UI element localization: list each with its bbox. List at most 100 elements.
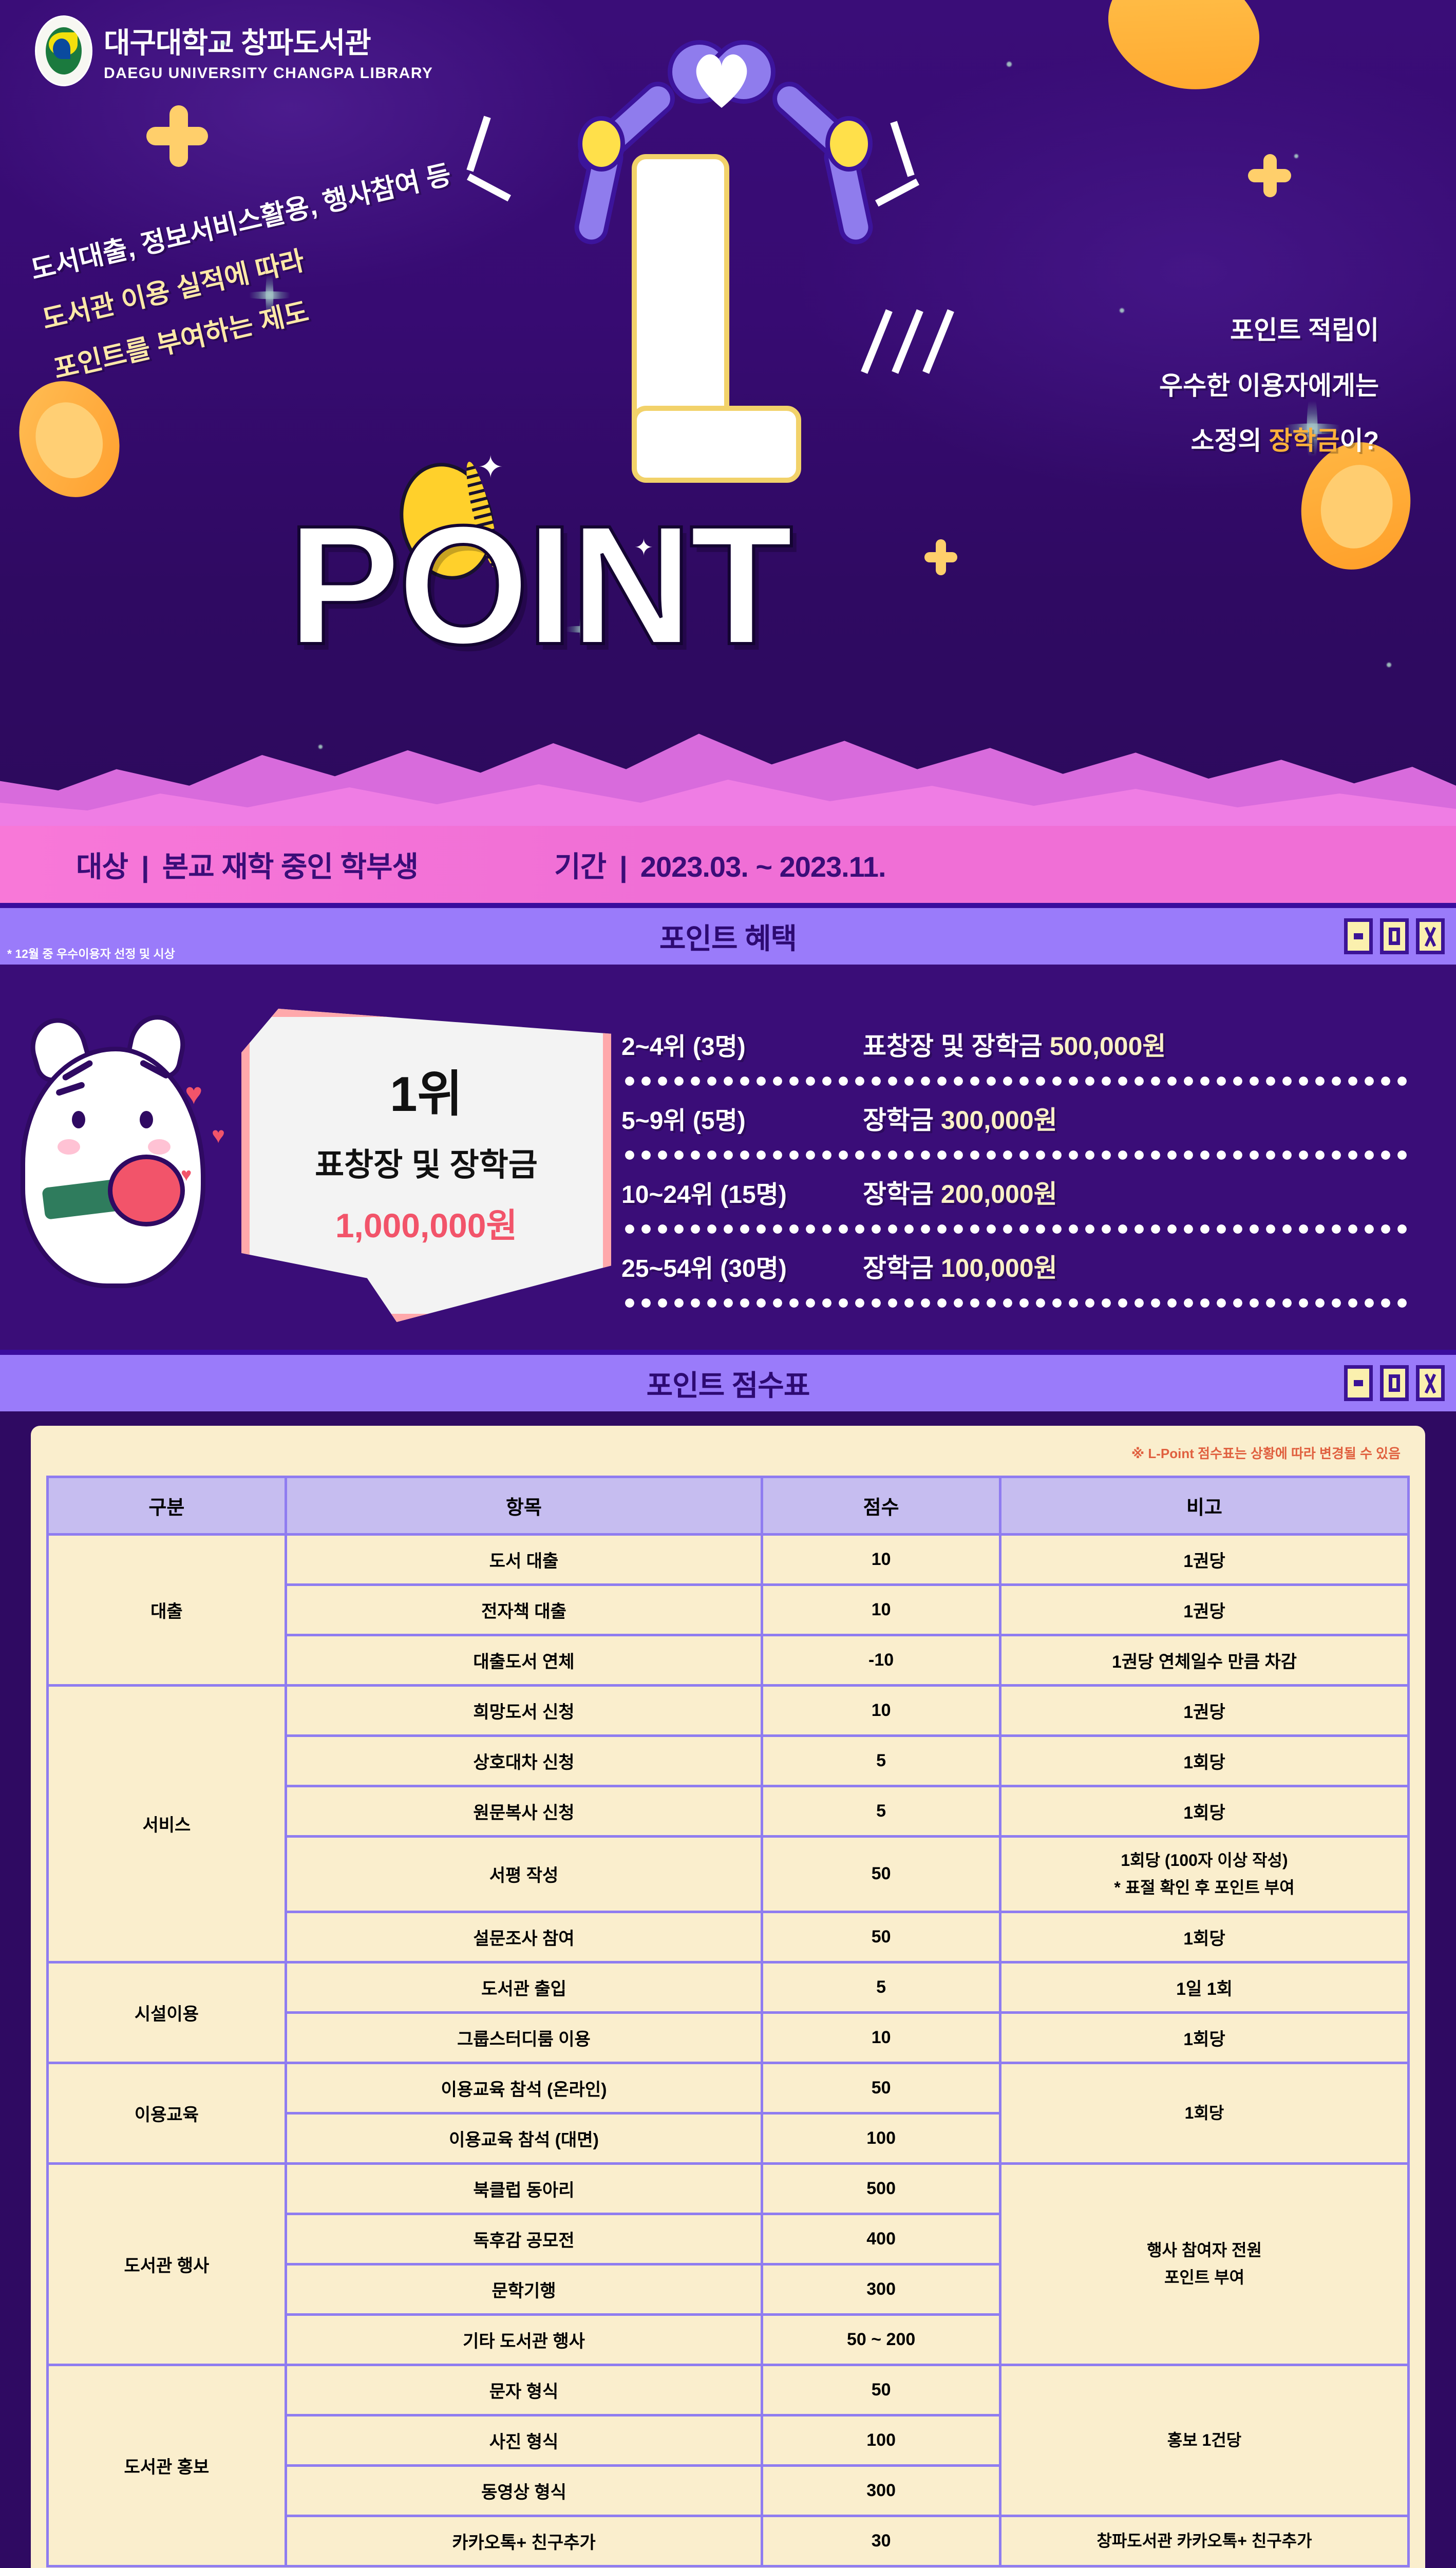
cell-score: 10 [761, 1684, 1001, 1737]
divider: | [141, 850, 149, 883]
plus-icon [924, 539, 957, 575]
score-table-section: ※ L-Point 점수표는 상황에 따라 변경될 수 있음 구분 항목 점수 … [0, 1411, 1456, 2568]
benefits-note: * 12월 중 우수이용자 선정 및 시상 [7, 947, 175, 960]
cell-score: 10 [761, 2011, 1001, 2064]
cell-item: 사진 형식 [284, 2413, 764, 2467]
cell-item: 카카오톡+ 친구추가 [284, 2514, 764, 2567]
cell-remark: 행사 참여자 전원 포인트 부여 [999, 2162, 1410, 2366]
cell-score: 50 [761, 2363, 1001, 2416]
cell-score: 30 [761, 2514, 1001, 2567]
cell-category: 도서관 행사 [46, 2162, 287, 2366]
prize-row: 2~4위 (3명) 표창장 및 장학금 500,000원 [621, 1014, 1410, 1074]
cell-score: 10 [761, 1583, 1001, 1636]
hero-section: 대구대학교 창파도서관 DAEGU UNIVERSITY CHANGPA LIB… [0, 0, 1456, 903]
heart-icon [654, 27, 789, 128]
cell-item: 이용교육 참석 (대면) [284, 2111, 764, 2165]
close-button[interactable] [1416, 1365, 1445, 1401]
row-divider [621, 1296, 1410, 1310]
cell-item: 도서관 출입 [284, 1960, 764, 2014]
sparkle-icon: ✦ [478, 450, 504, 484]
cell-remark: 창파도서관 카카오톡+ 친구추가 [999, 2514, 1410, 2567]
minimize-button[interactable] [1344, 1365, 1373, 1401]
cell-score: 300 [761, 2464, 1001, 2517]
zigzag-decor [892, 309, 923, 374]
table-row: 동영상 형식 300 [48, 2464, 1409, 2517]
benefits-section: ♥ ♥ ♥ 1위 표창장 및 장학금 1,000,000원 2~4위 (3명) … [0, 965, 1456, 1350]
hero-desc-line: 우수한 이용자에게는 [1159, 371, 1379, 400]
hero-desc-line-scholarship: 소정의 장학금이? [1190, 426, 1379, 455]
plus-icon [1248, 154, 1291, 197]
prize-award: 장학금 200,000원 [863, 1180, 1057, 1209]
cell-item: 서평 작성 [284, 1835, 764, 1913]
cell-item: 문자 형식 [284, 2363, 764, 2416]
benefits-title: 포인트 혜택 [659, 922, 797, 955]
cell-item: 문학기행 [284, 2262, 764, 2316]
table-row: 그룹스터디룸 이용 10 1회당 [48, 2011, 1410, 2064]
minimize-button[interactable] [1344, 918, 1373, 954]
brand-name-en: DAEGU UNIVERSITY CHANGPA LIBRARY [104, 64, 433, 82]
table-row: 전자책 대출 10 1권당 [48, 1583, 1410, 1636]
cell-score: 50 [761, 1910, 1001, 1963]
table-row: 기타 도서관 행사 50 ~ 200 [48, 2313, 1409, 2366]
cell-item: 전자책 대출 [284, 1583, 764, 1636]
close-button[interactable] [1416, 918, 1445, 954]
column-header-remark: 비고 [999, 1476, 1410, 1536]
cell-category: 시설이용 [46, 1960, 287, 2064]
cell-remark: 1권당 [999, 1533, 1410, 1586]
cell-score: 100 [761, 2111, 1001, 2165]
cell-remark: 1회당 [999, 1785, 1410, 1838]
first-place-bubble: 1위 표창장 및 장학금 1,000,000원 [241, 1009, 611, 1322]
cell-item: 상호대차 신청 [284, 1734, 764, 1787]
cell-item: 원문복사 신청 [284, 1785, 764, 1838]
table-row: 상호대차 신청 5 1회당 [48, 1734, 1410, 1787]
maximize-button[interactable] [1380, 1365, 1409, 1401]
hero-description-left: 도서대출, 정보서비스활용, 행사참여 등 도서관 이용 실적에 따라 포인트를… [26, 143, 510, 395]
maximize-button[interactable] [1380, 918, 1409, 954]
cell-category: 이용교육 [46, 2061, 287, 2165]
cell-remark: 1권당 [999, 1583, 1410, 1636]
target-info: 대상 | 본교 재학 중인 학부생 [76, 844, 419, 885]
score-table-note: ※ L-Point 점수표는 상황에 따라 변경될 수 있음 [1131, 1446, 1401, 1461]
column-header-category: 구분 [46, 1476, 287, 1536]
cell-score: 50 [761, 1835, 1001, 1913]
cell-score: 300 [761, 2262, 1001, 2316]
table-row: 이용교육 참석 (대면) 100 [48, 2111, 1409, 2165]
table-row: 도서관 홍보 문자 형식 50 홍보 1건당 [46, 2363, 1410, 2567]
prize-award: 장학금 100,000원 [863, 1254, 1057, 1282]
zigzag-decor [922, 309, 954, 374]
table-row: 문학기행 300 [48, 2262, 1409, 2316]
heart-icon: ♥ [181, 1164, 192, 1185]
sparkle-icon: ✦ [634, 535, 653, 560]
score-table-title: 포인트 점수표 [646, 1369, 810, 1402]
cell-score: 500 [761, 2162, 1001, 2215]
cell-category: 서비스 [46, 1684, 287, 1963]
table-row: 대출도서 연체 -10 1권당 연체일수 만큼 차감 [48, 1634, 1410, 1687]
cell-score: 400 [761, 2212, 1001, 2265]
column-header-item: 항목 [284, 1476, 764, 1536]
cell-category: 도서관 홍보 [46, 2363, 287, 2567]
prize-row: 25~54위 (30명) 장학금 100,000원 [621, 1236, 1410, 1296]
cell-score: -10 [761, 1634, 1001, 1687]
star-decor [1294, 154, 1298, 158]
cell-item: 대출도서 연체 [284, 1634, 764, 1687]
prize-rank: 10~24위 (15명) [621, 1181, 787, 1209]
cell-remark: 1회당 [999, 2061, 1410, 2165]
prize-rank: 25~54위 (30명) [621, 1255, 787, 1282]
prize-row: 5~9위 (5명) 장학금 300,000원 [621, 1088, 1410, 1148]
period-info: 기간 | 2023.03. ~ 2023.11. [554, 844, 886, 885]
prize-list: 2~4위 (3명) 표창장 및 장학금 500,000원 5~9위 (5명) 장… [621, 1014, 1410, 1310]
period-label: 기간 [554, 850, 607, 883]
table-body: 대출 도서 대출 10 1권당 전자책 대출 10 1권당 대출도서 연체 -10 1권당 연체일… [46, 1533, 1410, 2567]
zigzag-decor [890, 121, 915, 177]
prize-row: 10~24위 (15명) 장학금 200,000원 [621, 1162, 1410, 1222]
star-decor [1120, 308, 1124, 313]
star-decor [221, 41, 225, 46]
cell-category: 대출 [46, 1533, 287, 1687]
row-divider [621, 1148, 1410, 1162]
cell-score: 50 ~ 200 [761, 2313, 1001, 2366]
row-divider [621, 1074, 1410, 1088]
row-divider [621, 1222, 1410, 1236]
benefits-section-header: * 12월 중 우수이용자 선정 및 시상 포인트 혜택 [0, 903, 1456, 965]
prize-award: 표창장 및 장학금 500,000원 [863, 1032, 1166, 1061]
cell-remark: 홍보 1건당 [999, 2363, 1410, 2517]
